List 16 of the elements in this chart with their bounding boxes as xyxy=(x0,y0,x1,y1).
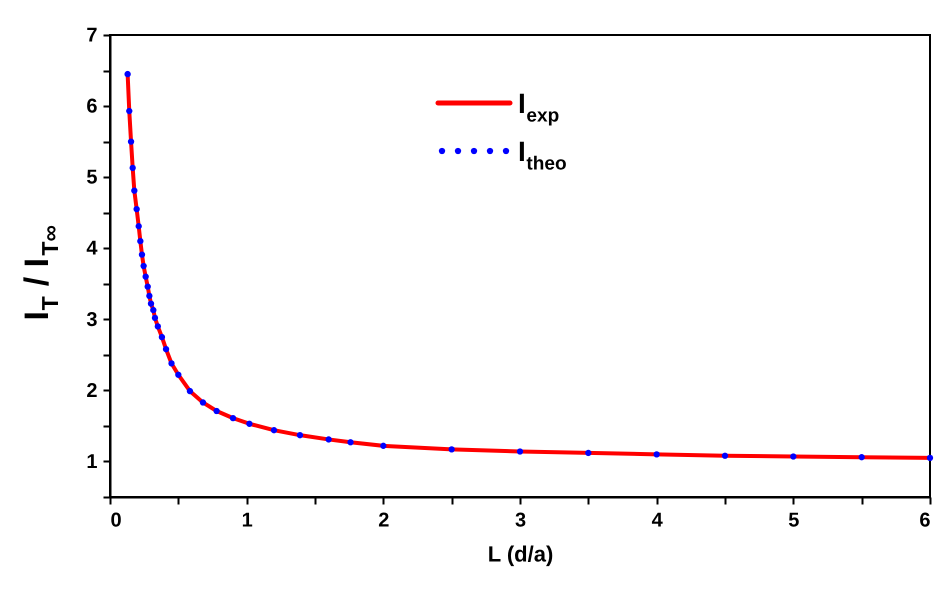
y-tick-label: 5 xyxy=(86,166,98,189)
x-tick-label: 4 xyxy=(652,510,664,532)
y-tick-label: 1 xyxy=(86,450,98,473)
x-tick-label: 2 xyxy=(378,510,390,532)
y-tick-label: 7 xyxy=(86,24,98,46)
x-tick-label: 6 xyxy=(919,510,930,532)
x-tick-label: 0 xyxy=(110,510,122,532)
x-axis-title: L (d/a) xyxy=(488,542,554,566)
x-tick-label: 5 xyxy=(788,510,800,532)
y-tick-label: 4 xyxy=(86,238,98,260)
x-tick-label: 1 xyxy=(242,510,253,532)
y-tick-label: 3 xyxy=(86,308,98,331)
y-tick-label: 6 xyxy=(86,96,98,118)
x-tick-label: 3 xyxy=(514,510,526,532)
y-axis-title: IT / IT∞ xyxy=(18,225,64,321)
y-tick-label: 2 xyxy=(86,380,98,402)
